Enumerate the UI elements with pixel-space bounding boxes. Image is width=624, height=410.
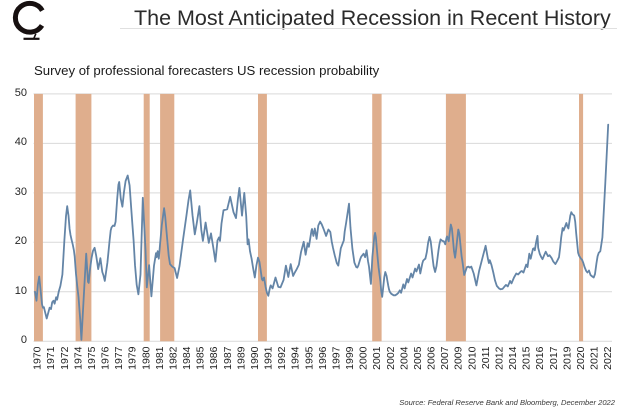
svg-text:1997: 1997 [330, 346, 342, 370]
svg-text:2002: 2002 [385, 346, 397, 370]
svg-text:1995: 1995 [303, 346, 315, 370]
svg-text:2016: 2016 [534, 346, 546, 370]
svg-text:2014: 2014 [507, 346, 519, 370]
svg-text:1970: 1970 [32, 346, 44, 370]
svg-text:2022: 2022 [602, 346, 614, 370]
svg-text:2015: 2015 [521, 346, 533, 370]
svg-text:2000: 2000 [358, 346, 370, 370]
svg-text:2021: 2021 [589, 346, 601, 370]
svg-text:2020: 2020 [575, 346, 587, 370]
svg-text:1987: 1987 [222, 346, 234, 370]
svg-text:1975: 1975 [86, 346, 98, 370]
svg-text:2012: 2012 [493, 346, 505, 370]
svg-text:1992: 1992 [276, 346, 288, 370]
svg-text:1984: 1984 [181, 346, 193, 370]
svg-text:2017: 2017 [548, 346, 560, 370]
svg-text:1989: 1989 [235, 346, 247, 370]
svg-text:2004: 2004 [398, 346, 410, 370]
svg-text:1977: 1977 [113, 346, 125, 370]
svg-text:1976: 1976 [100, 346, 112, 370]
svg-text:2006: 2006 [426, 346, 438, 370]
svg-text:2019: 2019 [561, 346, 573, 370]
svg-text:1991: 1991 [263, 346, 275, 370]
svg-text:1985: 1985 [195, 346, 207, 370]
svg-text:2001: 2001 [371, 346, 383, 370]
svg-text:2011: 2011 [480, 346, 492, 369]
svg-text:1990: 1990 [249, 346, 261, 370]
svg-text:1980: 1980 [140, 346, 152, 370]
svg-text:1981: 1981 [154, 346, 166, 370]
svg-text:1986: 1986 [208, 346, 220, 370]
svg-text:2009: 2009 [453, 346, 465, 370]
svg-text:2010: 2010 [466, 346, 478, 370]
svg-text:1974: 1974 [72, 346, 84, 370]
svg-text:1972: 1972 [59, 346, 71, 370]
svg-text:1979: 1979 [127, 346, 139, 370]
svg-text:1994: 1994 [290, 346, 302, 370]
svg-text:1982: 1982 [167, 346, 179, 370]
svg-text:2007: 2007 [439, 346, 451, 370]
svg-text:2005: 2005 [412, 346, 424, 370]
svg-text:1999: 1999 [344, 346, 356, 370]
svg-text:1971: 1971 [45, 346, 57, 370]
svg-text:1996: 1996 [317, 346, 329, 370]
